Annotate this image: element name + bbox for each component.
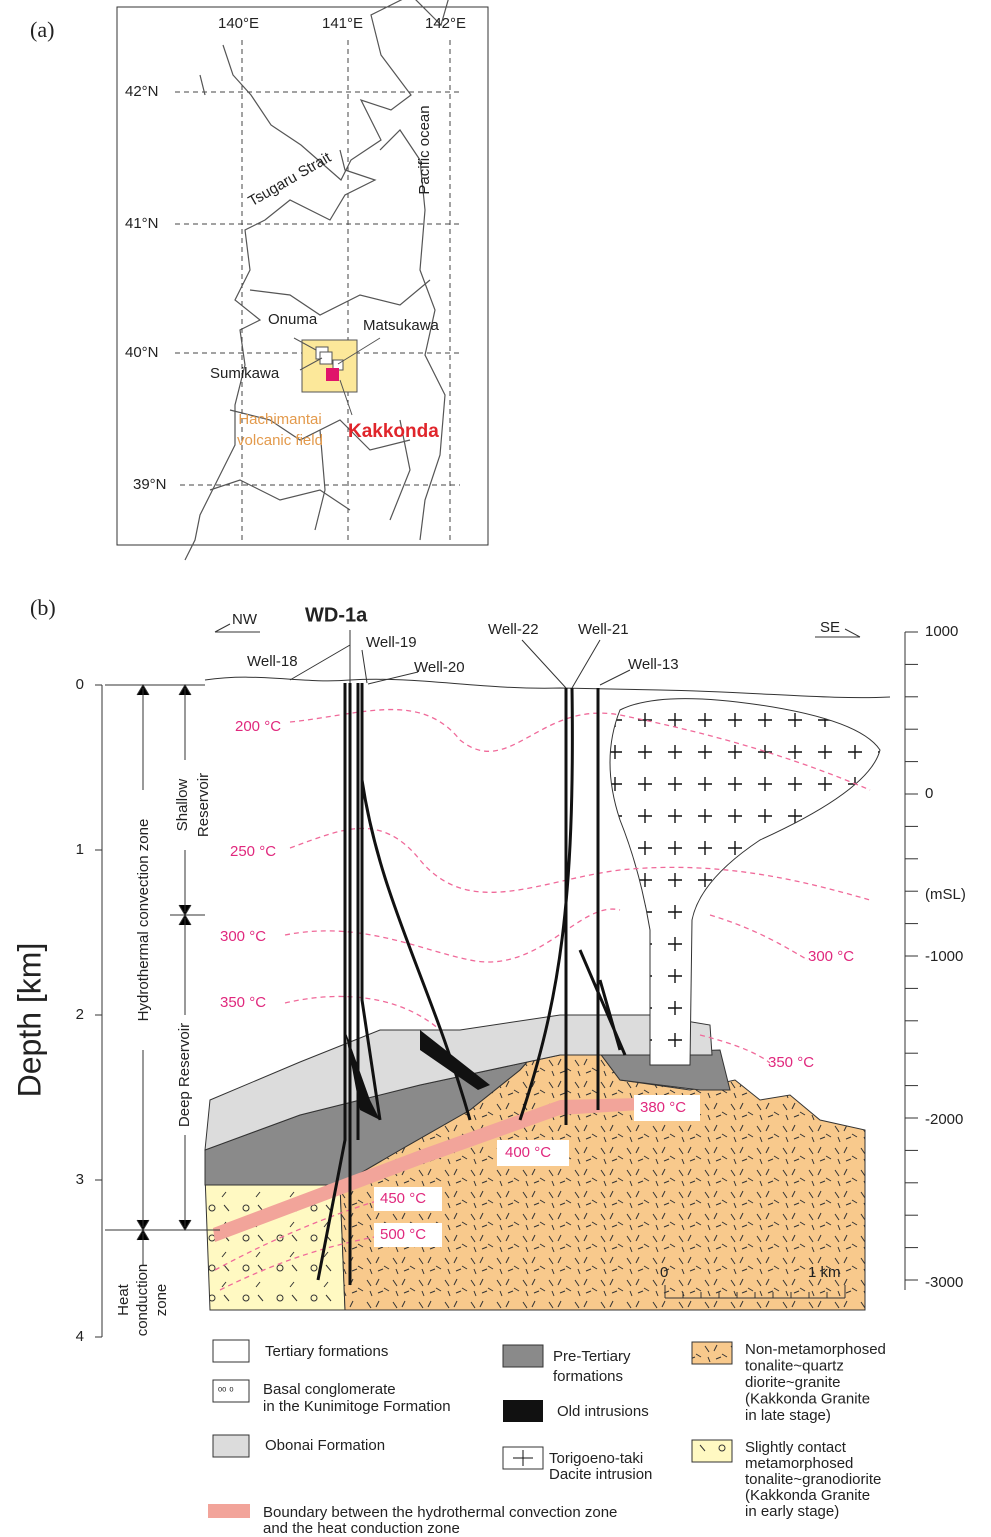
depth-tick: 0 (76, 676, 84, 693)
legend-label: in early stage) (745, 1503, 839, 1520)
well-label: Well-20 (414, 659, 465, 676)
isotherm-label: 450 °C (380, 1190, 426, 1207)
isotherm-label: 300 °C (808, 948, 854, 965)
scale-label: 0 (660, 1264, 668, 1281)
lon-label: 141°E (322, 15, 363, 32)
place-label: Onuma (268, 311, 318, 328)
legend-label: (Kakkonda Granite (745, 1390, 870, 1407)
field-label: volcanic field (237, 432, 323, 449)
legend-label: Non-metamorphosed (745, 1341, 886, 1358)
zone-label: Hydrothermal convection zone (135, 819, 152, 1022)
ocean-label: Pacific ocean (416, 105, 433, 194)
lat-label: 42°N (125, 83, 159, 100)
depth-tick: 4 (76, 1328, 84, 1345)
isotherm-label: 350 °C (768, 1054, 814, 1071)
well-label: Well-22 (488, 621, 539, 638)
legend-label: Dacite intrusion (549, 1466, 652, 1483)
zone-label: zone (153, 1284, 170, 1317)
isotherm-label: 380 °C (640, 1099, 686, 1116)
legend-label: Torigoeno-taki (549, 1450, 643, 1467)
well-label: Well-19 (366, 634, 417, 651)
legend-label: Old intrusions (557, 1403, 649, 1420)
legend: ᵒᵒ ᵒ (208, 1340, 732, 1518)
legend-label: (Kakkonda Granite (745, 1487, 870, 1504)
legend-label: Slightly contact (745, 1439, 847, 1456)
cross-section (205, 677, 890, 1310)
svg-text:ᵒᵒ ᵒ: ᵒᵒ ᵒ (218, 1385, 234, 1397)
elevation-tick: 1000 (925, 623, 958, 640)
elevation-unit: (mSL) (925, 886, 966, 903)
legend-label: formations (553, 1368, 623, 1385)
volcanic-field (302, 340, 357, 392)
legend-label: in late stage) (745, 1407, 831, 1424)
kakkonda-label: Kakkonda (348, 421, 439, 442)
zone-label: Shallow (174, 779, 191, 832)
isotherm-label: 500 °C (380, 1226, 426, 1243)
figure: (a) 140°E 141°E 142°E 42°N 41°N 40°N 39°… (0, 0, 991, 1537)
depth-axis (95, 685, 102, 1337)
lat-label: 41°N (125, 215, 159, 232)
zone-label: Deep Reservoir (176, 1023, 193, 1127)
kakkonda-site (326, 368, 339, 381)
legend-label: Basal conglomerate (263, 1381, 396, 1398)
well-label: Well-13 (628, 656, 679, 673)
depth-tick: 1 (76, 841, 84, 858)
legend-label: tonalite~granodiorite (745, 1471, 881, 1488)
lat-label: 39°N (133, 476, 167, 493)
elevation-axis (905, 632, 918, 1290)
zone-label: conduction (134, 1264, 151, 1337)
elevation-tick: -3000 (925, 1274, 963, 1291)
well-label: Well-18 (247, 653, 298, 670)
map-frame (117, 7, 488, 545)
isotherm-label: 350 °C (220, 994, 266, 1011)
place-label: Matsukawa (363, 317, 440, 334)
depth-tick: 3 (76, 1171, 84, 1188)
lat-label: 40°N (125, 344, 159, 361)
zone-label: Reservoir (195, 773, 212, 837)
elevation-tick: -2000 (925, 1111, 963, 1128)
lon-label: 140°E (218, 15, 259, 32)
isotherm-label: 300 °C (220, 928, 266, 945)
legend-label: diorite~granite (745, 1374, 840, 1391)
field-label: Hachimantai (238, 411, 321, 428)
depth-title: Depth [km] (11, 943, 47, 1098)
legend-label: Tertiary formations (265, 1343, 388, 1360)
panel-label: (a) (30, 17, 54, 42)
elevation-tick: -1000 (925, 948, 963, 965)
isotherm-label: 400 °C (505, 1144, 551, 1161)
well-label: Well-21 (578, 621, 629, 638)
direction-label: SE (820, 619, 840, 636)
legend-label: Obonai Formation (265, 1437, 385, 1454)
legend-label: Pre-Tertiary (553, 1348, 631, 1365)
depth-tick: 2 (76, 1006, 84, 1023)
legend-label: and the heat conduction zone (263, 1520, 460, 1537)
elevation-tick: 0 (925, 785, 933, 802)
scale-label: 1 km (808, 1264, 841, 1281)
legend-label: tonalite~quartz (745, 1357, 844, 1374)
zone-label: Heat (115, 1283, 132, 1316)
legend-label: metamorphosed (745, 1455, 853, 1472)
direction-label: NW (232, 611, 258, 628)
place-label: Sumikawa (210, 365, 280, 382)
panel-label: (b) (30, 595, 56, 620)
lon-label: 142°E (425, 15, 466, 32)
isotherm-label: 250 °C (230, 843, 276, 860)
isotherm-label: 200 °C (235, 718, 281, 735)
legend-label: in the Kunimitoge Formation (263, 1398, 451, 1415)
legend-label: Boundary between the hydrothermal convec… (263, 1504, 617, 1521)
well-label: WD-1a (305, 604, 368, 626)
